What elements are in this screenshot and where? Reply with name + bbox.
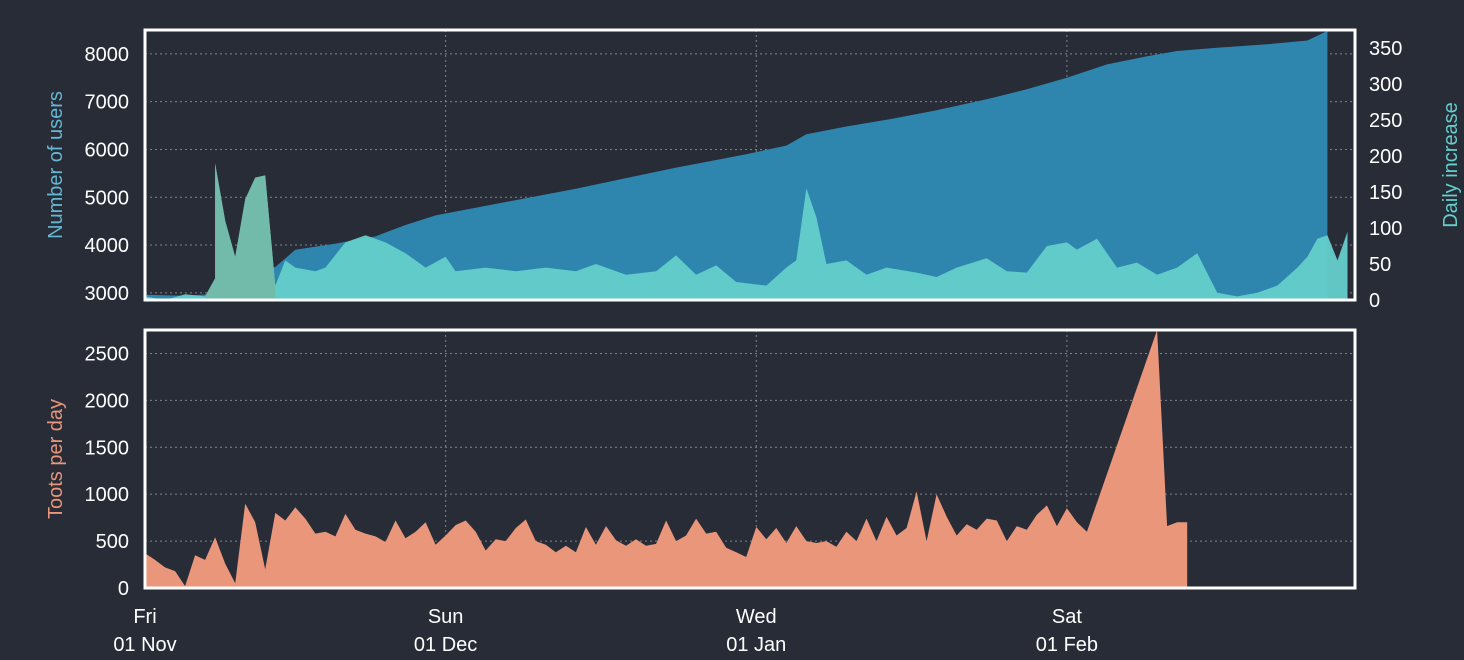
increase-axis-title: Daily increase [1440, 102, 1462, 228]
date-axis: Fri 01 Nov Sun 01 Dec Wed 01 Jan Sat 01 Feb [113, 606, 1098, 656]
toots-area [145, 330, 1188, 588]
users-tick-label: 3000 [85, 283, 130, 305]
users-tick-label: 8000 [85, 44, 130, 66]
users-axis-title: Number of users [45, 91, 67, 239]
increase-tick-label: 200 [1369, 146, 1402, 168]
increase-tick-label: 0 [1369, 290, 1380, 312]
toots-tick-label: 500 [96, 531, 129, 553]
toots-tick-label: 1000 [85, 484, 130, 506]
increase-tick-label: 150 [1369, 182, 1402, 204]
bottom-plot-frame [143, 328, 1357, 590]
toots-tick-label: 1500 [85, 437, 130, 459]
toots-tick-label: 0 [118, 578, 129, 600]
users-tick-label: 4000 [85, 235, 130, 257]
increase-tick-label: 250 [1369, 110, 1402, 132]
x-tick-day: Fri [133, 606, 156, 628]
toots-tick-label: 2500 [85, 343, 130, 365]
increase-tick-label: 350 [1369, 38, 1402, 60]
x-tick-date: 01 Jan [726, 634, 786, 656]
users-tick-label: 7000 [85, 92, 130, 114]
x-tick-date: 01 Dec [414, 634, 477, 656]
top-plot-frame [143, 28, 1357, 302]
toots-panel: 0 500 1000 1500 2000 2500 Toots per day [45, 328, 1357, 600]
daily-increase-spike-area [205, 163, 276, 300]
x-tick-day: Wed [736, 606, 777, 628]
users-panel: 3000 4000 5000 6000 7000 8000 0 50 100 150 200 250 3… [45, 28, 1462, 312]
users-area [145, 31, 1328, 300]
toots-axis-title: Toots per day [45, 399, 67, 519]
users-tick-label: 5000 [85, 187, 130, 209]
toots-tick-label: 2000 [85, 390, 130, 412]
increase-tick-label: 100 [1369, 218, 1402, 240]
x-tick-day: Sun [428, 606, 464, 628]
x-tick-date: 01 Feb [1036, 634, 1098, 656]
users-tick-label: 6000 [85, 139, 130, 161]
increase-tick-label: 300 [1369, 74, 1402, 96]
x-tick-date: 01 Nov [113, 634, 176, 656]
increase-tick-label: 50 [1369, 254, 1391, 276]
daily-increase-area [145, 163, 1348, 300]
x-tick-day: Sat [1052, 606, 1082, 628]
